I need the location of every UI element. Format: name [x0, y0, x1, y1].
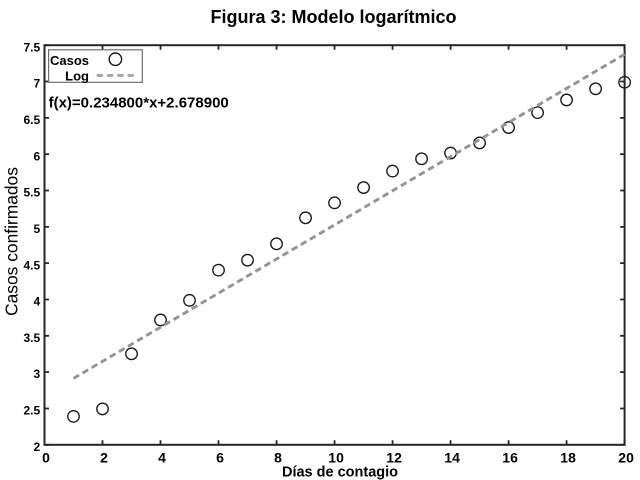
svg-text:2.5: 2.5	[24, 404, 41, 418]
svg-text:3: 3	[34, 367, 41, 381]
svg-text:7: 7	[34, 77, 41, 91]
svg-text:14: 14	[444, 449, 460, 465]
svg-text:16: 16	[502, 449, 518, 465]
svg-text:5: 5	[34, 222, 41, 236]
svg-text:0: 0	[42, 449, 50, 465]
svg-text:2: 2	[100, 449, 108, 465]
svg-text:18: 18	[560, 449, 576, 465]
svg-text:4: 4	[34, 295, 41, 309]
svg-text:7.5: 7.5	[24, 40, 41, 54]
svg-text:5.5: 5.5	[24, 186, 41, 200]
svg-text:4: 4	[158, 449, 166, 465]
svg-text:Casos: Casos	[50, 53, 89, 68]
svg-text:Log: Log	[65, 68, 89, 83]
svg-text:12: 12	[386, 449, 402, 465]
svg-text:6: 6	[216, 449, 224, 465]
svg-text:20: 20	[618, 449, 634, 465]
svg-text:Casos confirmados: Casos confirmados	[1, 167, 21, 316]
svg-text:f(x)=0.234800*x+2.678900: f(x)=0.234800*x+2.678900	[49, 95, 229, 112]
svg-text:8: 8	[274, 449, 282, 465]
svg-text:6.5: 6.5	[24, 113, 41, 127]
svg-text:10: 10	[328, 449, 344, 465]
svg-text:4.5: 4.5	[24, 258, 41, 272]
svg-text:6: 6	[34, 149, 41, 163]
svg-text:2: 2	[34, 440, 41, 454]
svg-text:Días de contagio: Días de contagio	[282, 465, 398, 480]
svg-text:Figura 3: Modelo logarítmico: Figura 3: Modelo logarítmico	[210, 7, 456, 27]
svg-text:3.5: 3.5	[24, 331, 41, 345]
